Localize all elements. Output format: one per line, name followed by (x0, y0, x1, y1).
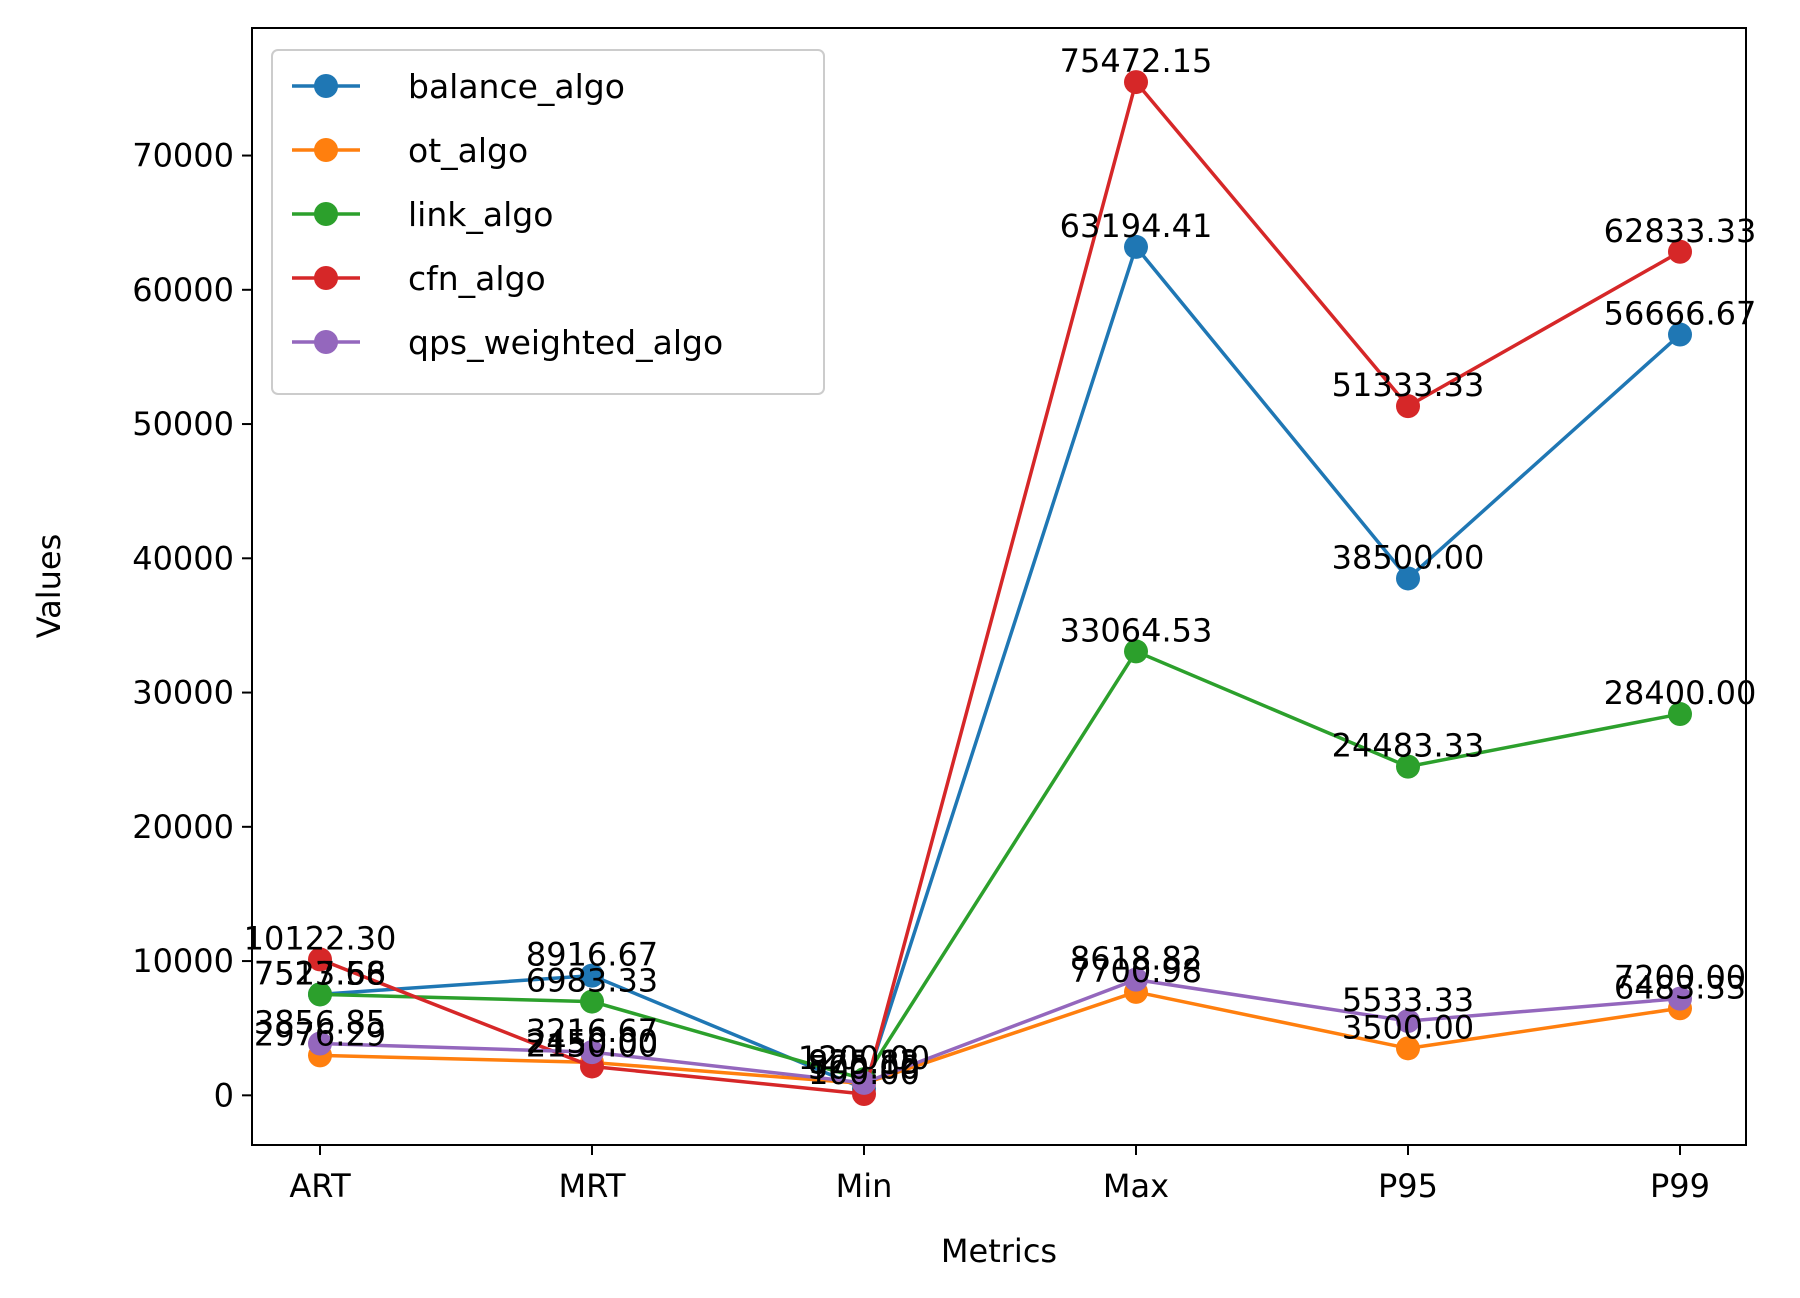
x-tick-label: P95 (1378, 1167, 1438, 1205)
data-label-qps_weighted_algo: 3216.67 (526, 1012, 658, 1050)
legend-marker-link_algo (314, 202, 338, 226)
data-label-link_algo: 33064.53 (1060, 611, 1213, 649)
data-label-cfn_algo: 10122.30 (244, 919, 397, 957)
data-label-balance_algo: 38500.00 (1332, 538, 1485, 576)
data-labels: 7523.56 8916.67 500.00 63194.41 38500.00 5666… (244, 42, 1757, 1092)
data-point-balance_algo (1668, 322, 1692, 347)
y-tick-label: 0 (214, 1076, 234, 1114)
data-point-qps_weighted_algo (1668, 986, 1692, 1011)
data-label-cfn_algo: 2150.00 (526, 1026, 658, 1064)
data-label-ot_algo: 875.85 (808, 1044, 920, 1082)
series-line-balance_algo (319, 245, 1682, 1091)
data-label-qps_weighted_algo: 925.12 (808, 1043, 920, 1081)
data-label-balance_algo: 7523.56 (254, 954, 386, 992)
data-label-ot_algo: 6483.33 (1614, 968, 1746, 1006)
y-tick-label: 70000 (132, 137, 234, 175)
data-point-cfn_algo (1124, 70, 1148, 95)
data-point-balance_algo (1396, 566, 1420, 591)
legend-label-balance_algo: balance_algo (408, 67, 625, 106)
series-line-cfn_algo (319, 80, 1681, 1096)
data-point-balance_algo (580, 963, 604, 988)
data-label-balance_algo: 56666.67 (1604, 295, 1757, 333)
data-label-cfn_algo: 62833.33 (1604, 212, 1757, 250)
data-point-qps_weighted_algo (1124, 967, 1148, 992)
legend: balance_algo ot_algo link_algo cfn_algo qps_… (271, 49, 825, 395)
plot-frame (251, 27, 1747, 1146)
series-line-link_algo (319, 649, 1681, 1081)
y-tick-label: 40000 (132, 539, 234, 577)
data-point-cfn_algo (308, 947, 332, 972)
data-point-qps_weighted_algo (1396, 1009, 1420, 1034)
series-lines (308, 70, 1692, 1106)
data-point-qps_weighted_algo (308, 1031, 332, 1056)
legend-label-qps_weighted_algo: qps_weighted_algo (408, 323, 723, 362)
y-axis: 0 10000 20000 30000 40000 50000 60000 70000 (132, 137, 252, 1114)
legend-marker-balance_algo (314, 74, 338, 98)
y-tick-label: 10000 (132, 942, 234, 980)
data-point-link_algo (1668, 702, 1692, 727)
data-point-link_algo (308, 982, 332, 1007)
x-tick-label: Max (1103, 1167, 1169, 1205)
data-label-qps_weighted_algo: 8618.82 (1070, 940, 1202, 978)
y-tick-label: 50000 (132, 405, 234, 443)
legend-marker-cfn_algo (314, 266, 338, 290)
x-tick-label: MRT (558, 1167, 626, 1205)
data-label-link_algo: 28400.00 (1604, 674, 1757, 712)
x-tick-label: ART (289, 1167, 351, 1205)
data-label-link_algo: 6983.33 (526, 962, 658, 1000)
data-label-ot_algo: 7700.98 (1070, 952, 1202, 990)
data-point-link_algo (580, 989, 604, 1014)
data-point-ot_algo (1396, 1036, 1420, 1061)
data-label-balance_algo: 8916.67 (526, 936, 658, 974)
data-label-link_algo: 7517.68 (254, 954, 386, 992)
x-axis: ART MRT Min Max P95 P99 (289, 1145, 1710, 1205)
legend-label-link_algo: link_algo (408, 195, 553, 234)
data-point-cfn_algo (1396, 394, 1420, 419)
y-tick-label: 60000 (132, 271, 234, 309)
y-axis-title: Values (30, 534, 68, 639)
data-point-link_algo (1124, 639, 1148, 664)
data-label-cfn_algo: 51333.33 (1332, 366, 1485, 404)
legend-marker-qps_weighted_algo (314, 330, 338, 354)
y-tick-label: 30000 (132, 674, 234, 712)
legend-marker-ot_algo (314, 138, 338, 162)
data-point-cfn_algo (1668, 239, 1692, 264)
data-label-qps_weighted_algo: 5533.33 (1342, 981, 1474, 1019)
data-point-link_algo (1396, 754, 1420, 779)
legend-label-ot_algo: ot_algo (408, 131, 528, 170)
x-tick-label: P99 (1650, 1167, 1710, 1205)
data-point-qps_weighted_algo (580, 1040, 604, 1065)
data-label-link_algo: 1200.00 (798, 1039, 930, 1077)
data-label-link_algo: 24483.33 (1332, 727, 1485, 765)
data-label-cfn_algo: 100.00 (808, 1054, 920, 1092)
y-tick-label: 20000 (132, 808, 234, 846)
data-label-qps_weighted_algo: 7200.00 (1614, 959, 1746, 997)
data-label-cfn_algo: 75472.15 (1060, 42, 1213, 80)
series-line-ot_algo (319, 990, 1681, 1086)
data-point-qps_weighted_algo (852, 1070, 876, 1095)
data-label-qps_weighted_algo: 3856.85 (254, 1004, 386, 1042)
series-line-qps_weighted_algo (319, 977, 1681, 1085)
x-tick-label: Min (836, 1167, 893, 1205)
legend-box (271, 49, 825, 395)
data-label-balance_algo: 63194.41 (1060, 207, 1213, 245)
data-label-ot_algo: 3500.00 (1342, 1008, 1474, 1046)
x-axis-title: Metrics (941, 1232, 1057, 1270)
data-point-balance_algo (1124, 234, 1148, 259)
data-label-ot_algo: 2976.29 (254, 1015, 386, 1053)
data-label-ot_algo: 2450.00 (526, 1022, 658, 1060)
data-label-balance_algo: 500.00 (808, 1049, 920, 1087)
legend-label-cfn_algo: cfn_algo (408, 259, 546, 298)
